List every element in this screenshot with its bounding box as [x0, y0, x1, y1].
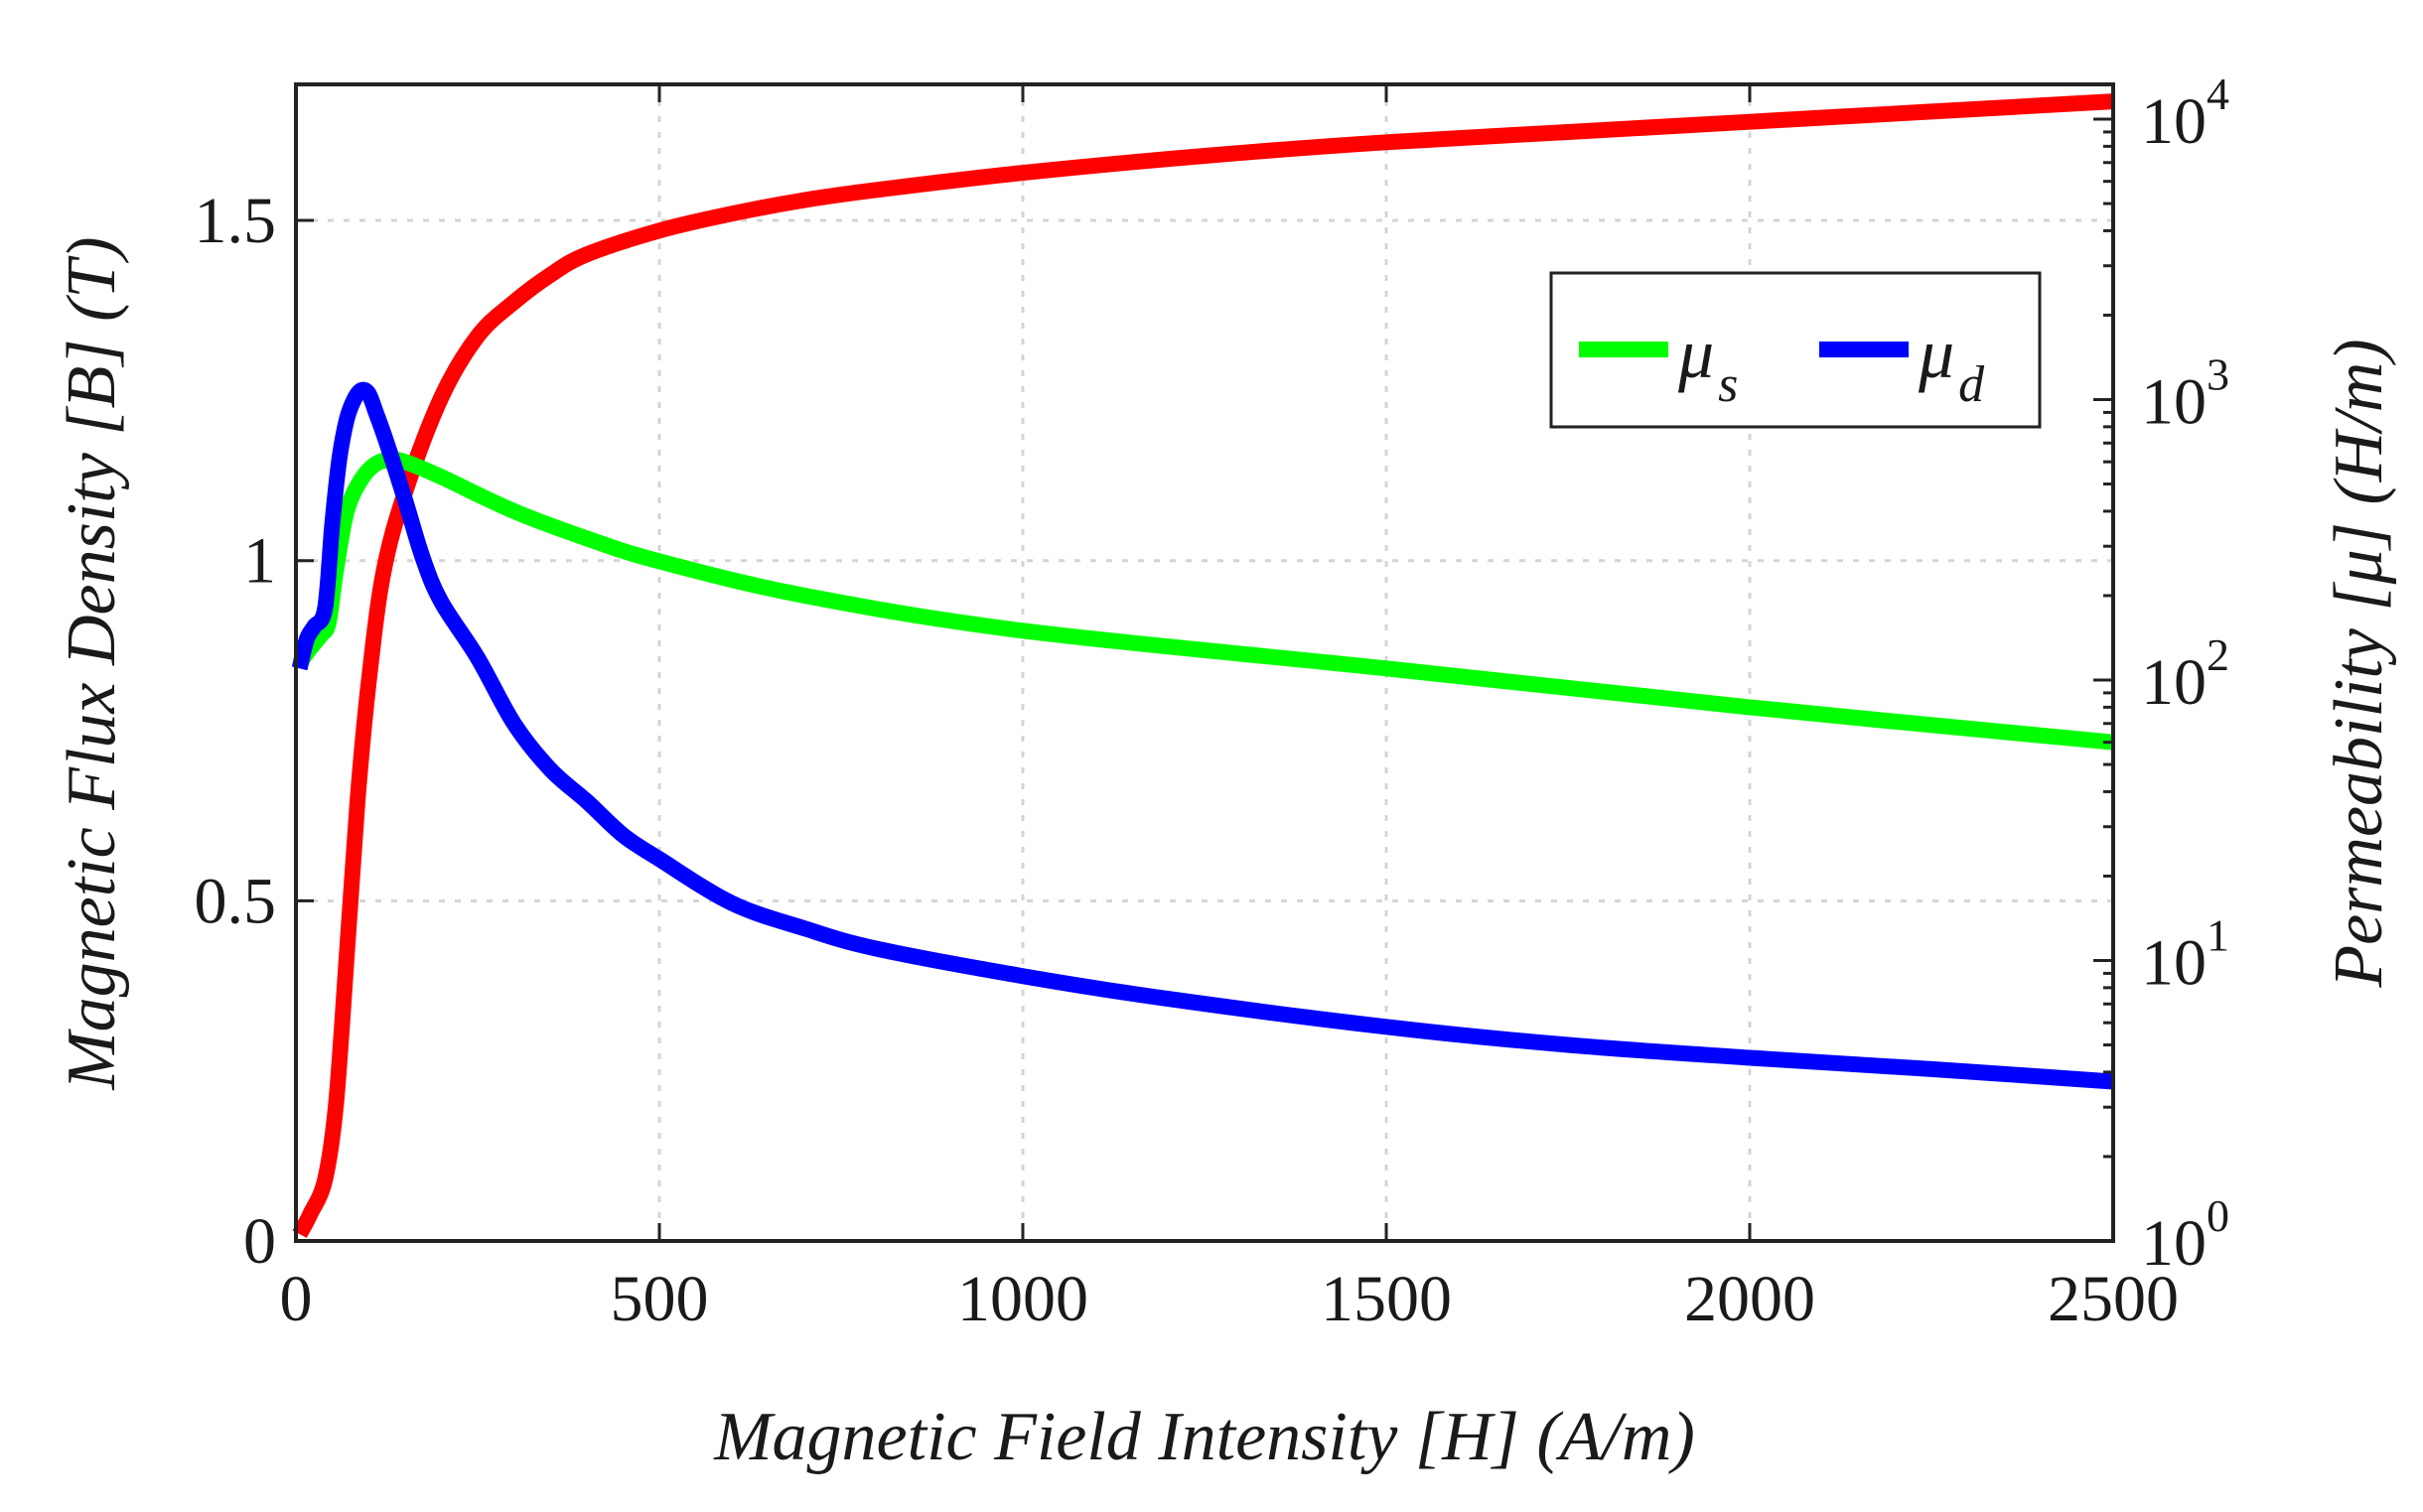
series-line-mu-d [291, 381, 2114, 1090]
plot-frame [294, 82, 2115, 1243]
y-left-axis-title: Magnetic Flux Density [B] (T) [54, 236, 130, 1090]
x-axis-title: Magnetic Field Intensity [H] (A/m) [713, 1399, 1695, 1475]
labels-layer: 0 500 1000 1500 2000 2500 0 0.5 1 1.5 100 101 102 103… [195, 69, 2230, 1335]
series-line-B [292, 93, 2114, 1238]
legend: μs μd [1549, 271, 2042, 429]
y-right-tick-label: 100 [2141, 1190, 2229, 1280]
x-tick-label: 2500 [2048, 1263, 2179, 1335]
y-left-tick-label: 0.5 [195, 865, 277, 937]
x-tick-label: 500 [611, 1263, 709, 1335]
series-line-mu-s [293, 451, 2114, 751]
y-left-tick-label: 0 [243, 1205, 276, 1278]
ticks-layer [294, 84, 2115, 1243]
y-left-tick-label: 1.5 [195, 185, 277, 257]
y-right-tick-label: 103 [2141, 349, 2229, 439]
x-tick-label: 1000 [957, 1263, 1088, 1335]
y-right-axis-title: Permeability [μ] (H/m) [2321, 339, 2397, 988]
x-tick-label: 0 [280, 1263, 313, 1335]
x-tick-label: 1500 [1321, 1263, 1452, 1335]
y-right-tick-label: 102 [2141, 629, 2229, 719]
y-left-tick-label: 1 [243, 525, 276, 598]
x-tick-label: 2000 [1684, 1263, 1815, 1335]
y-right-tick-label: 101 [2141, 910, 2229, 1000]
y-right-tick-label: 104 [2141, 69, 2229, 158]
legend-label-mu-s: μs [1677, 314, 1738, 413]
legend-label-mu-d: μd [1918, 314, 1985, 413]
series-layer [291, 93, 2114, 1238]
